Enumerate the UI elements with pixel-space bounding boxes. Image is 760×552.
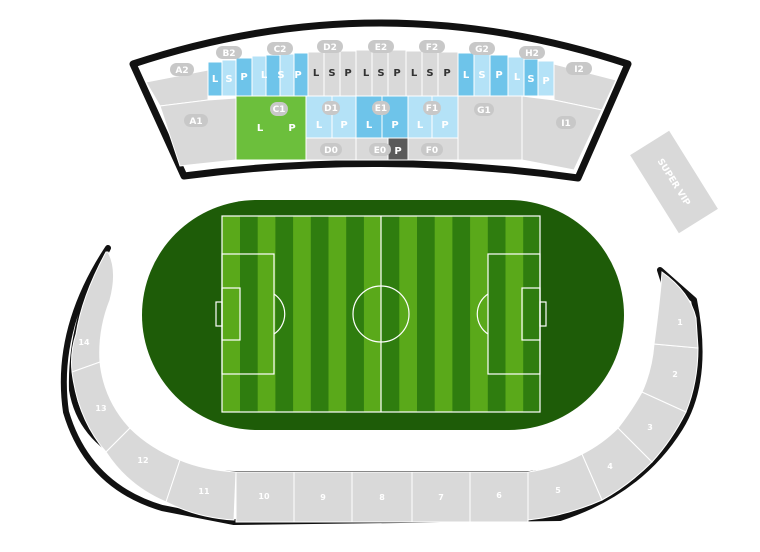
playing-field <box>142 200 624 430</box>
letter-c-s: S <box>277 70 284 81</box>
letter-e0-p: P <box>394 146 401 157</box>
pitch-lines <box>215 215 547 413</box>
south-stand: 14 13 12 11 10 9 8 7 6 5 4 3 2 1 <box>60 245 703 525</box>
letter-c1-p: P <box>288 123 295 134</box>
letter-d-l: L <box>313 68 320 79</box>
section-super-vip[interactable]: SUPER VIP <box>630 130 718 234</box>
section-10[interactable] <box>235 471 295 523</box>
north-stand-letters: L S P L S P L S P L S P L S P L S P L S … <box>212 68 550 157</box>
label-section-11: 11 <box>198 487 210 496</box>
label-section-10: 10 <box>258 492 270 501</box>
pitch-stripes <box>240 216 540 412</box>
letter-d-p: P <box>344 68 351 79</box>
letter-f-p: P <box>443 68 450 79</box>
label-g1: G1 <box>477 106 491 116</box>
label-section-4: 4 <box>607 462 613 471</box>
section-7[interactable] <box>411 471 471 523</box>
label-d1: D1 <box>324 104 338 114</box>
letter-f1-p: P <box>441 120 448 131</box>
label-h2: H2 <box>525 49 539 59</box>
letter-e-p: P <box>393 68 400 79</box>
label-a1: A1 <box>189 117 202 127</box>
section-8[interactable] <box>351 471 413 523</box>
label-e0: E0 <box>374 146 386 156</box>
label-f1: F1 <box>426 104 438 114</box>
label-section-12: 12 <box>137 456 148 465</box>
section-1[interactable] <box>653 271 699 349</box>
letter-c-p: P <box>294 70 301 81</box>
label-section-6: 6 <box>496 491 502 500</box>
label-section-2: 2 <box>672 370 678 379</box>
letter-g-s: S <box>478 70 485 81</box>
label-section-9: 9 <box>320 493 326 502</box>
letter-c-l: L <box>261 70 268 81</box>
letter-f1-l: L <box>417 120 424 131</box>
letter-e1-p: P <box>391 120 398 131</box>
letter-b-p: P <box>240 72 247 83</box>
section-11[interactable] <box>165 459 237 521</box>
label-c1: C1 <box>273 105 286 115</box>
label-d2: D2 <box>323 43 337 53</box>
letter-c1-l: L <box>257 123 264 134</box>
letter-d1-l: L <box>316 120 323 131</box>
south-stand-labels: 14 13 12 11 10 9 8 7 6 5 4 3 2 1 <box>78 318 683 502</box>
label-section-3: 3 <box>647 423 653 432</box>
label-g2: G2 <box>475 45 489 55</box>
label-e2: E2 <box>375 43 387 53</box>
label-section-14: 14 <box>78 338 90 347</box>
letter-g-l: L <box>463 70 470 81</box>
label-i1: I1 <box>561 119 571 129</box>
letter-e-l: L <box>363 68 370 79</box>
letter-b-l: L <box>212 74 219 85</box>
north-stand-labels: A2 B2 C2 D2 E2 F2 G2 H2 I2 A1 C1 D1 E1 F… <box>170 40 592 156</box>
label-i2: I2 <box>574 65 584 75</box>
north-stand: A2 B2 C2 D2 E2 F2 G2 H2 I2 A1 C1 D1 E1 F… <box>129 19 632 182</box>
label-e1: E1 <box>375 104 387 114</box>
letter-h-p: P <box>542 76 549 87</box>
letter-d-s: S <box>328 68 335 79</box>
letter-d1-p: P <box>340 120 347 131</box>
label-section-8: 8 <box>379 493 385 502</box>
label-section-7: 7 <box>438 493 444 502</box>
letter-f-l: L <box>411 68 418 79</box>
letter-h-l: L <box>514 72 521 83</box>
section-6[interactable] <box>469 471 529 523</box>
label-f0: F0 <box>426 146 438 156</box>
label-section-13: 13 <box>95 404 106 413</box>
label-b2: B2 <box>222 49 235 59</box>
south-stand-outline <box>60 245 703 525</box>
letter-b-s: S <box>225 74 232 85</box>
label-a2: A2 <box>175 66 188 76</box>
label-section-5: 5 <box>555 486 561 495</box>
letter-e-s: S <box>377 68 384 79</box>
label-f2: F2 <box>426 43 438 53</box>
letter-g-p: P <box>495 70 502 81</box>
letter-e1-l: L <box>366 120 373 131</box>
label-d0: D0 <box>324 146 338 156</box>
label-c2: C2 <box>274 45 287 55</box>
letter-f-s: S <box>426 68 433 79</box>
letter-h-s: S <box>527 74 534 85</box>
label-section-1: 1 <box>677 318 683 327</box>
